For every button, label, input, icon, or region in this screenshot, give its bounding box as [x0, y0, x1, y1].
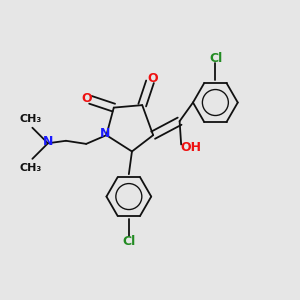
Text: N: N: [100, 127, 110, 140]
Text: O: O: [81, 92, 92, 105]
Text: CH₃: CH₃: [20, 163, 42, 172]
Text: Cl: Cl: [210, 52, 223, 64]
Text: N: N: [43, 135, 53, 148]
Text: O: O: [148, 72, 158, 85]
Text: OH: OH: [180, 140, 201, 154]
Text: CH₃: CH₃: [20, 114, 42, 124]
Text: Cl: Cl: [122, 235, 136, 248]
